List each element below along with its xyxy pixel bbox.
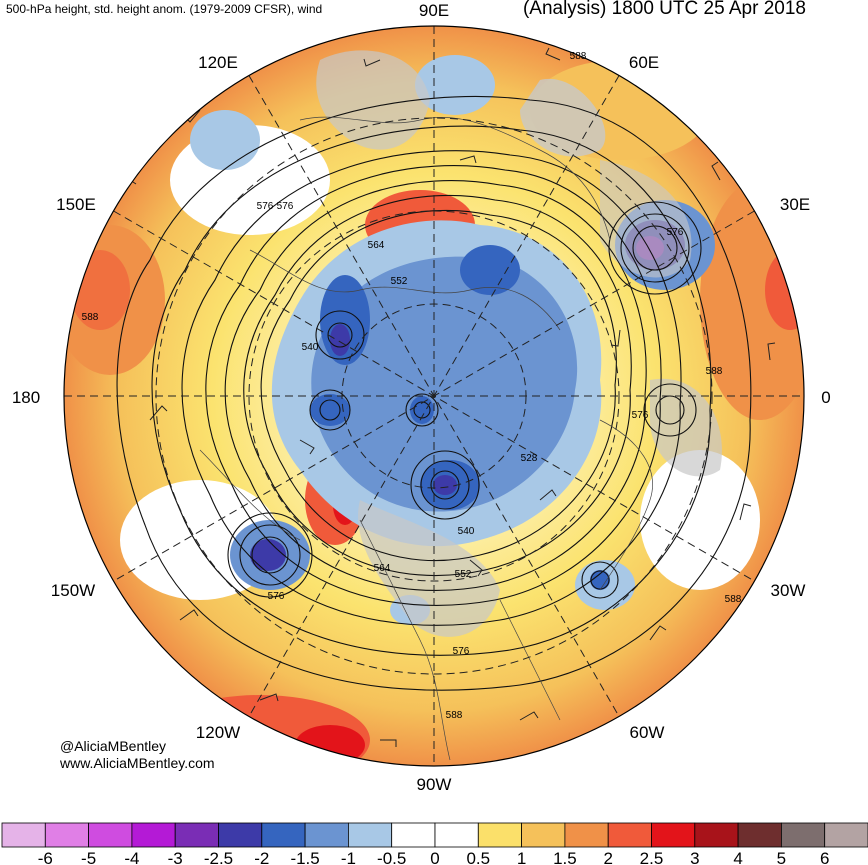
- credit-website: www.AliciaMBentley.com: [60, 755, 215, 771]
- colorbar-tick-label: 1: [517, 849, 526, 865]
- colorbar-swatch: [218, 822, 263, 848]
- colorbar-swatch: [694, 822, 739, 848]
- map-border: [63, 25, 805, 767]
- colorbar-tick-label: 5: [777, 849, 786, 865]
- lon-label-0: 0: [821, 388, 830, 407]
- anomaly-field: [64, 26, 804, 766]
- longitude-labels: 90E 60E 30E 0 30W 60W 90W 120W 150W 180 …: [12, 1, 831, 794]
- colorbar-swatch: [521, 822, 566, 848]
- colorbar-labels: -6 -5 -4 -3 -2.5 -2 -1.5 -1 -0.5 0 0.5 1 1.5 2 2.5 3 4 5 6: [38, 849, 830, 865]
- colorbar-tick-label: 3: [690, 849, 699, 865]
- contour-label: 588: [725, 594, 742, 605]
- colorbar-tick-label: -5: [81, 849, 96, 865]
- lon-label-150e: 150E: [56, 195, 96, 214]
- colorbar-swatch: [1, 822, 46, 848]
- colorbar-swatch: [131, 822, 176, 848]
- lon-label-60e: 60E: [629, 53, 659, 72]
- height-contours: [116, 96, 752, 691]
- map-title-left: 500-hPa height, std. height anom. (1979-…: [6, 2, 323, 16]
- lon-label-120e: 120E: [198, 53, 238, 72]
- contour-label: 528: [521, 453, 538, 464]
- contour-label: 576: [277, 201, 294, 212]
- colorbar-tick-label: -3: [168, 849, 183, 865]
- colorbar-tick-label: -1.5: [290, 849, 319, 865]
- colorbar-swatch: [304, 822, 349, 848]
- colorbar-tick-label: 4: [733, 849, 742, 865]
- colorbar-tick-label: 0.5: [466, 849, 490, 865]
- colorbar-swatch: [391, 822, 436, 848]
- contour-label: 552: [455, 569, 472, 580]
- lat-lon-grid: [64, 26, 804, 766]
- contour-label: 576: [667, 227, 684, 238]
- colorbar: [1, 822, 868, 848]
- contour-labels: 588 576 564 552 540 528 576 588 576 540 …: [82, 51, 742, 721]
- contour-label: 588: [570, 51, 587, 62]
- colorbar-tick-label: -6: [38, 849, 53, 865]
- colorbar-swatch: [477, 822, 522, 848]
- lon-label-90w: 90W: [417, 775, 452, 794]
- colorbar-tick-label: -0.5: [377, 849, 406, 865]
- contour-label: 588: [706, 366, 723, 377]
- contour-label: 564: [368, 240, 385, 251]
- colorbar-swatch: [781, 822, 826, 848]
- lon-label-150w: 150W: [51, 581, 95, 600]
- colorbar-tick-label: -1: [341, 849, 356, 865]
- contour-label: 552: [391, 276, 408, 287]
- colorbar-tick-label: 1.5: [553, 849, 577, 865]
- map-title-right: (Analysis) 1800 UTC 25 Apr 2018: [522, 0, 806, 19]
- contour-label: 576: [268, 591, 285, 602]
- lon-label-30e: 30E: [780, 195, 810, 214]
- colorbar-tick-label: 2: [603, 849, 612, 865]
- colorbar-tick-label: 6: [820, 849, 829, 865]
- colorbar-swatch: [174, 822, 219, 848]
- colorbar-swatch: [347, 822, 393, 848]
- contour-label: 576: [257, 201, 274, 212]
- colorbar-tick-label: -2: [254, 849, 269, 865]
- colorbar-swatch: [44, 822, 89, 848]
- colorbar-tick-label: 2.5: [640, 849, 664, 865]
- colorbar-swatch: [607, 822, 652, 848]
- contour-label: 540: [458, 526, 475, 537]
- contour-label: 576: [453, 646, 470, 657]
- colorbar-swatch: [88, 822, 133, 848]
- colorbar-swatch: [651, 822, 696, 848]
- colorbar-swatch: [737, 822, 782, 848]
- credit-handle: @AliciaMBentley: [60, 738, 167, 754]
- colorbar-tick-label: -4: [124, 849, 139, 865]
- contour-label: 588: [82, 312, 99, 323]
- coastlines: [199, 116, 653, 761]
- contour-label: 564: [374, 563, 391, 574]
- colorbar-swatch: [564, 822, 609, 848]
- lon-label-90e: 90E: [419, 1, 449, 20]
- colorbar-swatch: [261, 822, 306, 848]
- colorbar-tick-label: -2.5: [204, 849, 233, 865]
- colorbar-swatch: [824, 822, 868, 848]
- contour-label: 540: [302, 342, 319, 353]
- lon-label-180: 180: [12, 388, 40, 407]
- colorbar-tick-label: 0: [430, 849, 439, 865]
- wind-barbs: [119, 47, 776, 747]
- contour-label: 576: [632, 410, 649, 421]
- colorbar-swatch: [434, 822, 479, 848]
- lon-label-30w: 30W: [771, 581, 806, 600]
- lon-label-60w: 60W: [630, 723, 665, 742]
- contour-label: 588: [446, 710, 463, 721]
- lon-label-120w: 120W: [196, 723, 240, 742]
